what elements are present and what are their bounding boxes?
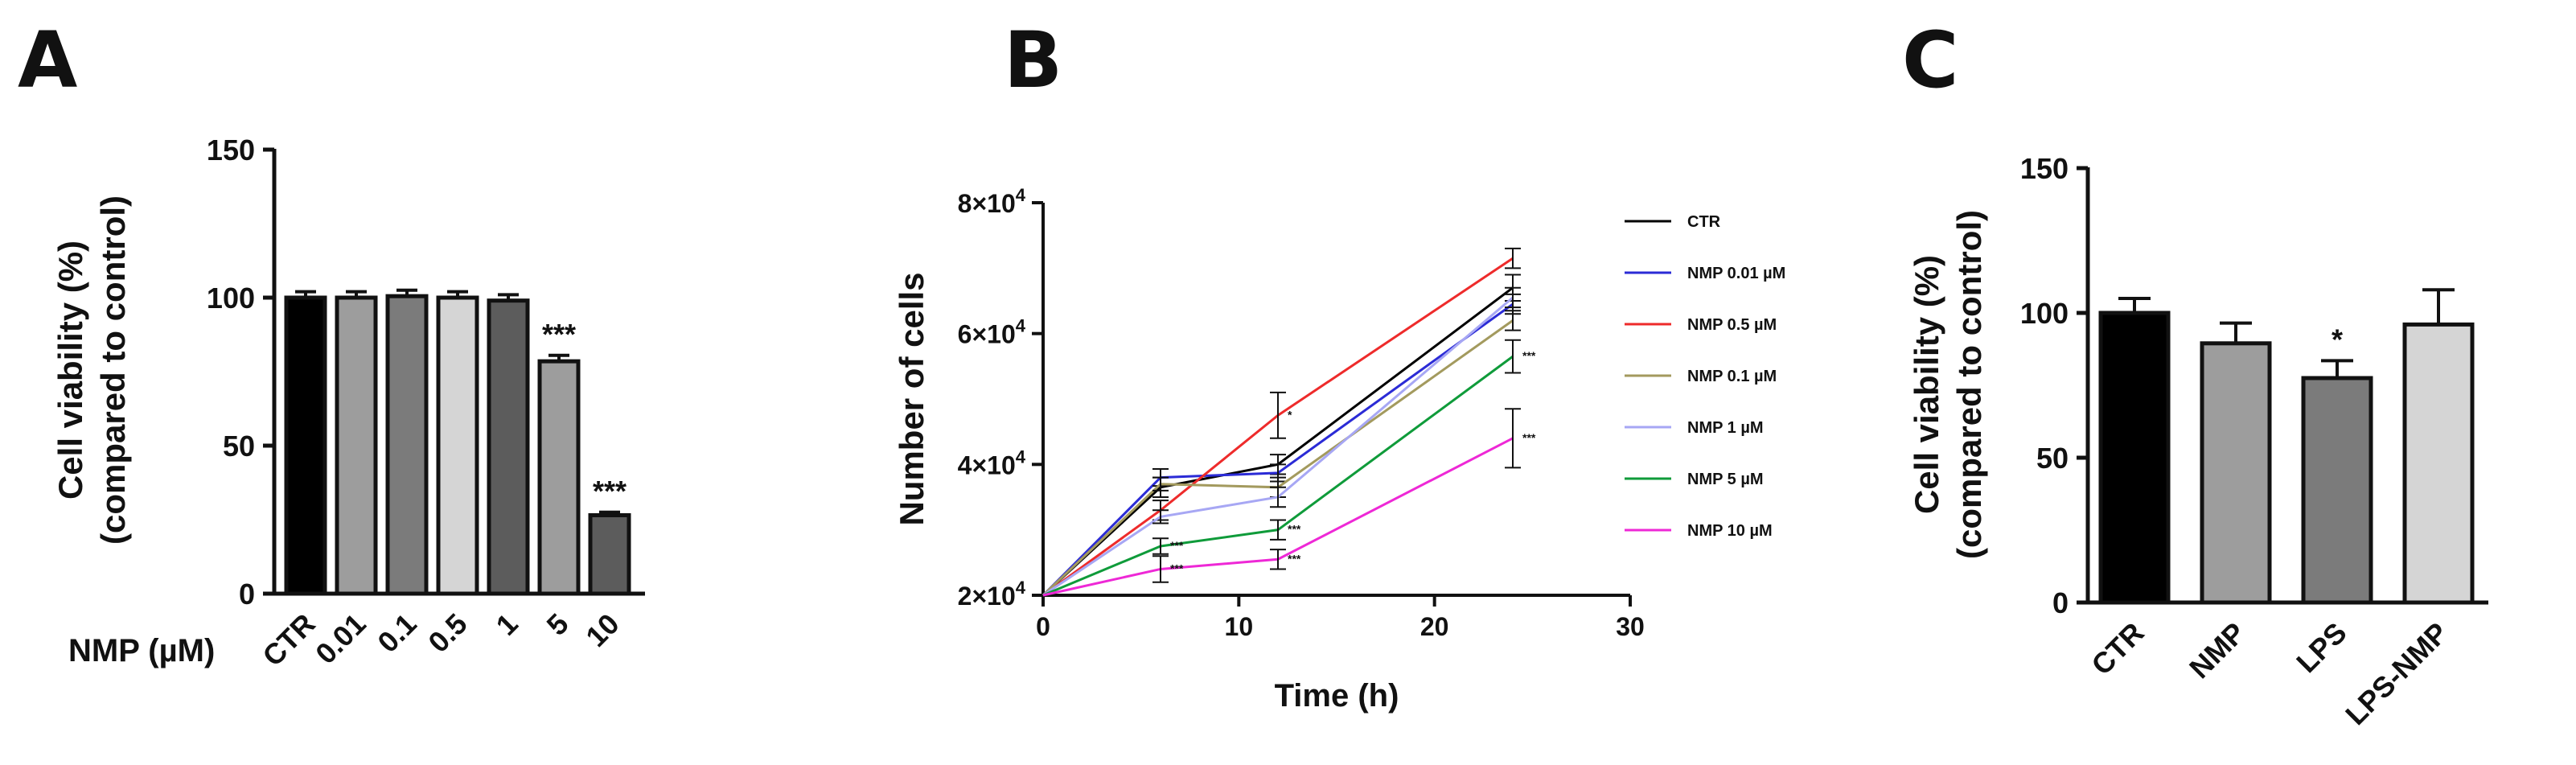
- bar-ctr: [284, 295, 327, 596]
- y-tick-label: 6×104: [958, 316, 1026, 349]
- significance-label: ***: [593, 475, 627, 508]
- significance-label: *: [1288, 408, 1292, 421]
- x-tick-label: 0.5: [421, 607, 473, 659]
- y-tick-label: 0: [2052, 586, 2069, 619]
- series-line-1: [1041, 302, 1514, 597]
- y-tick-label: 0: [239, 578, 255, 611]
- legend-label: NMP 0.01 µM: [1687, 265, 1785, 282]
- x-tick-label: 30: [1616, 612, 1645, 641]
- chart-a-xlabel: NMP (µM): [68, 633, 215, 668]
- chart-a-ylabel-line1: Cell viability (%): [51, 241, 89, 500]
- legend-label: NMP 1 µM: [1687, 419, 1764, 437]
- significance-label: ***: [542, 318, 576, 351]
- significance-label: ***: [1288, 552, 1301, 565]
- x-tick-label: 20: [1420, 612, 1449, 641]
- bar-1: [487, 298, 530, 596]
- series-line-2: [1042, 257, 1514, 597]
- chart-a: Cell viability (%) (compared to control)…: [51, 134, 645, 672]
- x-tick-label: LPS: [2290, 616, 2352, 679]
- series-line-4: [1042, 296, 1514, 597]
- significance-label: ***: [1170, 561, 1184, 574]
- chart-c: Cell viability (%) (compared to control)…: [1908, 152, 2488, 731]
- significance-label: ***: [1170, 539, 1184, 552]
- bar-lps: [2301, 376, 2373, 605]
- chart-b-ylabel: Number of cells: [893, 272, 931, 525]
- x-tick-label: NMP: [2183, 616, 2252, 685]
- bar-10: [588, 512, 631, 596]
- x-tick-label: 0: [1036, 612, 1050, 641]
- legend-label: NMP 5 µM: [1687, 471, 1764, 488]
- legend-label: NMP 0.1 µM: [1687, 368, 1777, 385]
- bar-0-1: [385, 294, 429, 596]
- x-tick-label: 10: [579, 607, 625, 653]
- bar-ctr: [2098, 311, 2171, 605]
- x-tick-label: CTR: [2085, 616, 2150, 681]
- chart-a-ylabel-line2: (compared to control): [94, 195, 132, 545]
- x-tick-label: CTR: [256, 607, 321, 672]
- legend-label: CTR: [1687, 213, 1721, 231]
- bar-5: [537, 359, 581, 596]
- x-tick-label: 1: [490, 607, 524, 642]
- chart-c-ylabel-line2: (compared to control): [1950, 210, 1988, 559]
- y-tick-label: 50: [2036, 442, 2069, 475]
- legend-label: NMP 0.5 µM: [1687, 316, 1777, 334]
- chart-b-xlabel: Time (h): [1275, 678, 1399, 714]
- y-tick-label: 50: [223, 430, 255, 463]
- x-tick-label: LPS-NMP: [2339, 616, 2455, 732]
- y-tick-label: 8×104: [958, 185, 1026, 218]
- x-tick-label: 10: [1225, 612, 1254, 641]
- significance-label: ***: [1288, 523, 1301, 536]
- bar-lps-nmp: [2402, 322, 2475, 605]
- y-tick-label: 150: [2020, 152, 2069, 185]
- bar-nmp: [2200, 341, 2272, 605]
- bar-0-5: [436, 295, 479, 596]
- bar-0-01: [335, 295, 378, 596]
- y-tick-label: 100: [207, 282, 255, 315]
- legend-label: NMP 10 µM: [1687, 522, 1773, 540]
- x-tick-label: 5: [540, 607, 575, 642]
- significance-label: *: [2332, 323, 2343, 356]
- series-line-3: [1041, 319, 1514, 597]
- x-tick-label: 0.1: [371, 607, 422, 659]
- y-tick-label: 4×104: [958, 446, 1026, 479]
- significance-label: ***: [1522, 431, 1536, 444]
- y-tick-label: 100: [2020, 297, 2069, 330]
- y-tick-label: 2×104: [958, 578, 1026, 611]
- y-tick-label: 150: [207, 134, 255, 167]
- panel-c-label: C: [1902, 15, 1958, 105]
- significance-label: ***: [1522, 349, 1536, 362]
- panel-a-label: A: [18, 15, 77, 105]
- series-line-5: [1042, 355, 1514, 597]
- chart-b: Time (h) Number of cells 0 10 20 30 2×104 4×1…: [893, 185, 1785, 714]
- chart-c-ylabel-line1: Cell viability (%): [1908, 255, 1945, 514]
- series-line-6: [1042, 437, 1514, 597]
- x-tick-label: 0.01: [309, 607, 372, 671]
- panel-b-label: B: [1004, 15, 1062, 105]
